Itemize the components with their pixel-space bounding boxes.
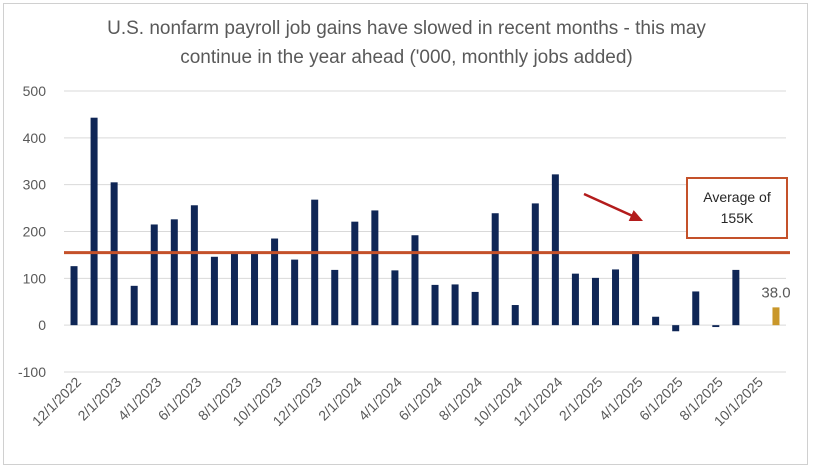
bar bbox=[571, 273, 579, 326]
bar bbox=[150, 224, 158, 326]
bar bbox=[491, 213, 499, 326]
x-tick-label: 4/1/2023 bbox=[115, 374, 165, 424]
x-tick-label: 12/1/2022 bbox=[29, 374, 85, 430]
x-tick-label: 6/1/2025 bbox=[636, 374, 686, 424]
bar bbox=[291, 259, 299, 326]
trend-arrow-head bbox=[628, 210, 643, 222]
bar bbox=[652, 316, 660, 326]
bar bbox=[732, 269, 740, 326]
bar bbox=[170, 219, 178, 326]
bar bbox=[210, 256, 218, 326]
y-tick-label: 0 bbox=[38, 317, 46, 333]
average-annotation-line-1: Average of bbox=[703, 189, 771, 205]
bar bbox=[591, 277, 599, 326]
bar bbox=[331, 269, 339, 326]
trend-arrow bbox=[583, 192, 638, 220]
chart-title-line-1: U.S. nonfarm payroll job gains have slow… bbox=[107, 18, 706, 39]
y-tick-label: 500 bbox=[23, 83, 47, 99]
highlight-bar bbox=[772, 307, 780, 326]
bar bbox=[190, 205, 198, 326]
x-tick-label: 2/1/2025 bbox=[556, 374, 606, 424]
chart-title: U.S. nonfarm payroll job gains have slow… bbox=[40, 14, 773, 72]
bar bbox=[351, 221, 359, 326]
bar bbox=[130, 285, 138, 326]
x-tick-label: 2/1/2023 bbox=[74, 374, 124, 424]
bar bbox=[371, 210, 379, 326]
bar bbox=[230, 253, 238, 326]
y-tick-label: 200 bbox=[23, 224, 47, 240]
average-annotation-box: Average of 155K bbox=[686, 177, 788, 239]
chart-frame bbox=[3, 3, 808, 465]
bar bbox=[551, 174, 559, 326]
bar bbox=[692, 291, 700, 326]
bar bbox=[391, 270, 399, 326]
bar bbox=[70, 266, 78, 326]
x-tick-label: 4/1/2024 bbox=[355, 374, 405, 424]
x-tick-label: 4/1/2025 bbox=[596, 374, 646, 424]
bar bbox=[612, 269, 620, 326]
bar bbox=[632, 251, 640, 326]
bar bbox=[672, 325, 680, 332]
bar bbox=[451, 284, 459, 326]
bar bbox=[511, 305, 519, 326]
y-tick-label: 300 bbox=[23, 177, 47, 193]
x-tick-label: 2/1/2024 bbox=[315, 374, 365, 424]
bar bbox=[90, 117, 98, 326]
bar bbox=[531, 203, 539, 326]
bar bbox=[311, 199, 319, 326]
x-tick-label: 6/1/2024 bbox=[395, 374, 445, 424]
y-tick-label: -100 bbox=[18, 364, 46, 380]
y-tick-label: 100 bbox=[23, 270, 47, 286]
highlight-data-label: 38.0 bbox=[761, 284, 790, 301]
x-tick-label: 6/1/2023 bbox=[155, 374, 205, 424]
average-annotation-line-2: 155K bbox=[720, 210, 754, 226]
bar bbox=[431, 284, 439, 326]
y-tick-label: 400 bbox=[23, 130, 47, 146]
chart-title-line-2: continue in the year ahead ('000, monthl… bbox=[180, 47, 633, 68]
bar bbox=[251, 253, 259, 326]
bar bbox=[712, 325, 720, 328]
bar bbox=[411, 235, 419, 326]
bar bbox=[271, 238, 279, 326]
bar bbox=[471, 291, 479, 326]
